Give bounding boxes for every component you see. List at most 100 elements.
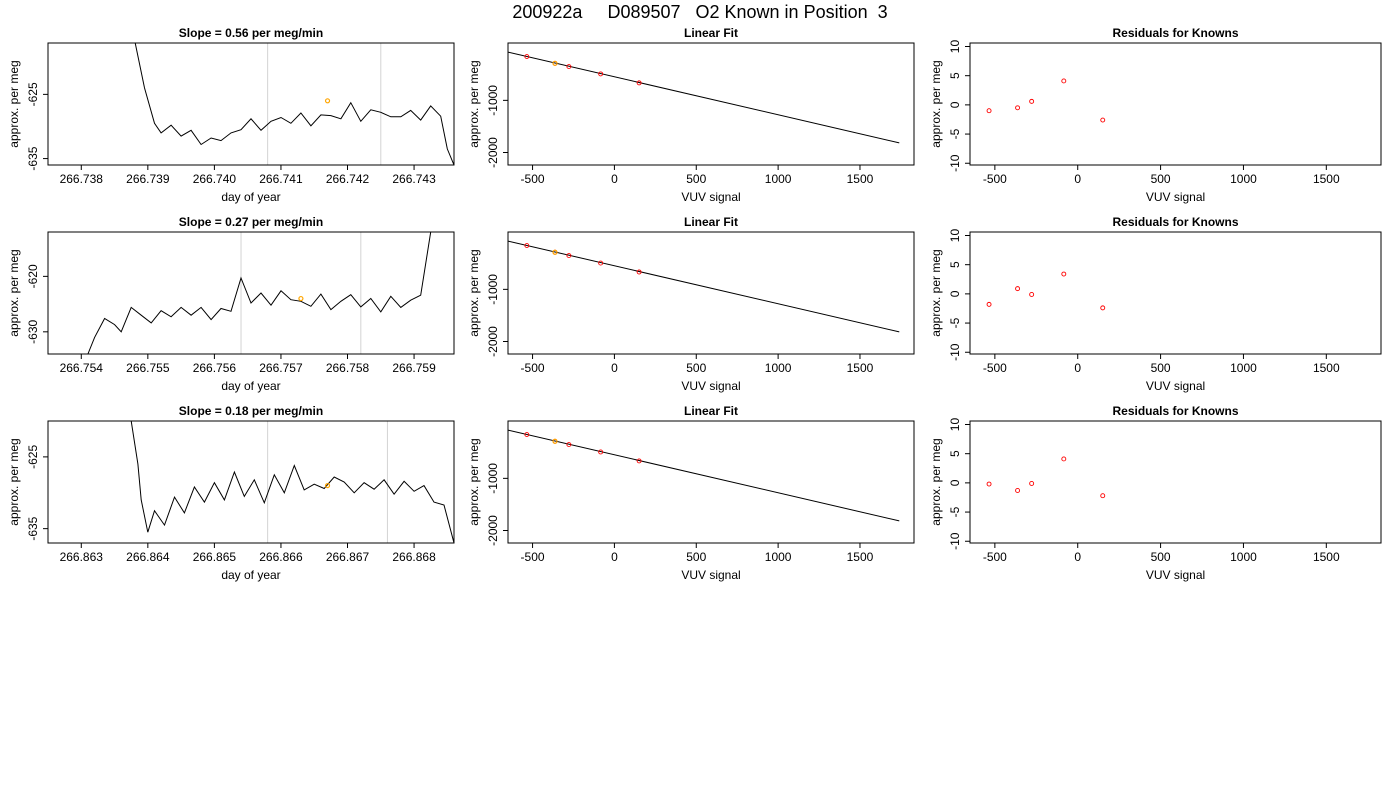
x-tick-label: 266.867 — [326, 550, 370, 564]
plot-frame — [969, 42, 1382, 166]
y-tick-label: -5 — [948, 128, 962, 139]
data-point — [1029, 481, 1035, 486]
panel-trace-2: 266.754 266.755 266.756 266.757 266.758 266.7… — [7, 215, 455, 393]
x-tick-label: 0 — [611, 550, 618, 564]
plot-area — [87, 232, 432, 354]
x-tick-label: 1500 — [1313, 550, 1340, 564]
x-tick-label: 266.739 — [126, 172, 170, 186]
y-axis-label: approx. per meg — [7, 249, 21, 336]
x-tick-label: 1000 — [765, 172, 792, 186]
plot-area — [986, 78, 1106, 123]
known-point — [552, 60, 558, 66]
x-axis-label: VUV signal — [1146, 190, 1205, 204]
data-point — [1029, 98, 1035, 104]
x-tick-label: 1000 — [765, 361, 792, 375]
data-point — [1100, 117, 1106, 123]
x-tick-label: 500 — [686, 361, 706, 375]
y-tick-label: -2000 — [486, 137, 500, 168]
plot-frame — [47, 42, 455, 166]
x-axis-label: VUV signal — [681, 190, 740, 204]
x-tick-label: 266.864 — [126, 550, 170, 564]
plot-area — [986, 271, 1106, 311]
x-tick-label: 266.743 — [392, 172, 436, 186]
y-axis-label: approx. per meg — [467, 438, 481, 525]
panel-fit-3: -500 0 500 1000 1500 -2000 -1000 Linear Fit VUV … — [467, 404, 915, 582]
x-tick-label: -500 — [521, 172, 545, 186]
x-tick-label: 500 — [1151, 172, 1171, 186]
plot-area — [508, 429, 900, 522]
x-tick-label: 266.757 — [259, 361, 303, 375]
x-tick-label: 0 — [611, 361, 618, 375]
x-tick-label: -500 — [521, 361, 545, 375]
y-tick-label: 5 — [948, 450, 962, 457]
fit-line — [508, 429, 900, 522]
panel-resid-3: -500 0 500 1000 1500 -10 -5 0 5 10 Residuals for K… — [929, 404, 1382, 582]
plot-area — [134, 43, 454, 165]
x-tick-label: -500 — [983, 550, 1007, 564]
y-tick-label: -625 — [26, 82, 40, 106]
y-axis-label: approx. per meg — [7, 60, 21, 147]
x-tick-label: 266.756 — [193, 361, 237, 375]
data-point — [636, 458, 642, 464]
x-tick-label: 266.738 — [60, 172, 104, 186]
known-point — [298, 295, 304, 302]
data-point — [598, 449, 604, 455]
x-tick-label: 500 — [1151, 361, 1171, 375]
x-tick-label: 266.865 — [193, 550, 237, 564]
y-axis-label: approx. per meg — [467, 60, 481, 147]
data-point — [1015, 488, 1021, 493]
panel-title: Linear Fit — [684, 404, 738, 418]
data-point — [986, 108, 992, 114]
panel-title: Linear Fit — [684, 215, 738, 229]
y-tick-label: 5 — [948, 72, 962, 79]
x-tick-label: -500 — [983, 361, 1007, 375]
known-point — [552, 438, 558, 444]
data-point — [636, 80, 642, 86]
data-point — [524, 54, 530, 60]
x-tick-label: 1500 — [847, 550, 874, 564]
x-tick-label: 266.742 — [326, 172, 370, 186]
x-axis-label: day of year — [221, 190, 280, 204]
data-point — [1015, 286, 1021, 292]
y-tick-label: -10 — [948, 154, 962, 172]
data-point — [524, 432, 530, 438]
panel-title: Slope = 0.27 per meg/min — [179, 215, 323, 229]
data-point — [598, 71, 604, 77]
x-tick-label: 1500 — [1313, 361, 1340, 375]
x-tick-label: 0 — [1074, 550, 1081, 564]
y-axis-label: approx. per meg — [929, 438, 943, 525]
y-tick-label: 10 — [948, 40, 962, 54]
x-tick-label: 266.758 — [326, 361, 370, 375]
data-point — [566, 442, 572, 448]
panel-fit-2: -500 0 500 1000 1500 -2000 -1000 Linear Fit VUV … — [467, 215, 915, 393]
data-point — [598, 260, 604, 266]
x-tick-label: 266.740 — [193, 172, 237, 186]
plot-area — [508, 51, 900, 144]
x-axis-label: day of year — [221, 568, 280, 582]
y-axis-label: approx. per meg — [467, 249, 481, 336]
panel-trace-1: 266.738 266.739 266.740 266.741 266.742 266.7… — [7, 26, 455, 204]
data-point — [1029, 292, 1035, 297]
y-axis-label: approx. per meg — [929, 249, 943, 336]
x-tick-label: 266.755 — [126, 361, 170, 375]
y-tick-label: 0 — [948, 290, 962, 297]
data-point — [1015, 105, 1021, 111]
x-tick-label: 1000 — [1230, 172, 1257, 186]
known-point — [324, 482, 331, 489]
x-tick-label: 500 — [686, 550, 706, 564]
y-tick-label: -10 — [948, 532, 962, 550]
y-tick-label: 5 — [948, 261, 962, 268]
panel-title: Residuals for Knowns — [1112, 404, 1238, 418]
data-point — [566, 253, 572, 259]
fit-line — [508, 51, 900, 144]
y-tick-label: 10 — [948, 229, 962, 243]
x-tick-label: 0 — [611, 172, 618, 186]
trace-line — [87, 232, 432, 354]
panel-title: Residuals for Knowns — [1112, 215, 1238, 229]
y-tick-label: -1000 — [486, 274, 500, 305]
trace-line — [134, 43, 454, 165]
x-tick-label: 500 — [686, 172, 706, 186]
panel-title: Residuals for Knowns — [1112, 26, 1238, 40]
